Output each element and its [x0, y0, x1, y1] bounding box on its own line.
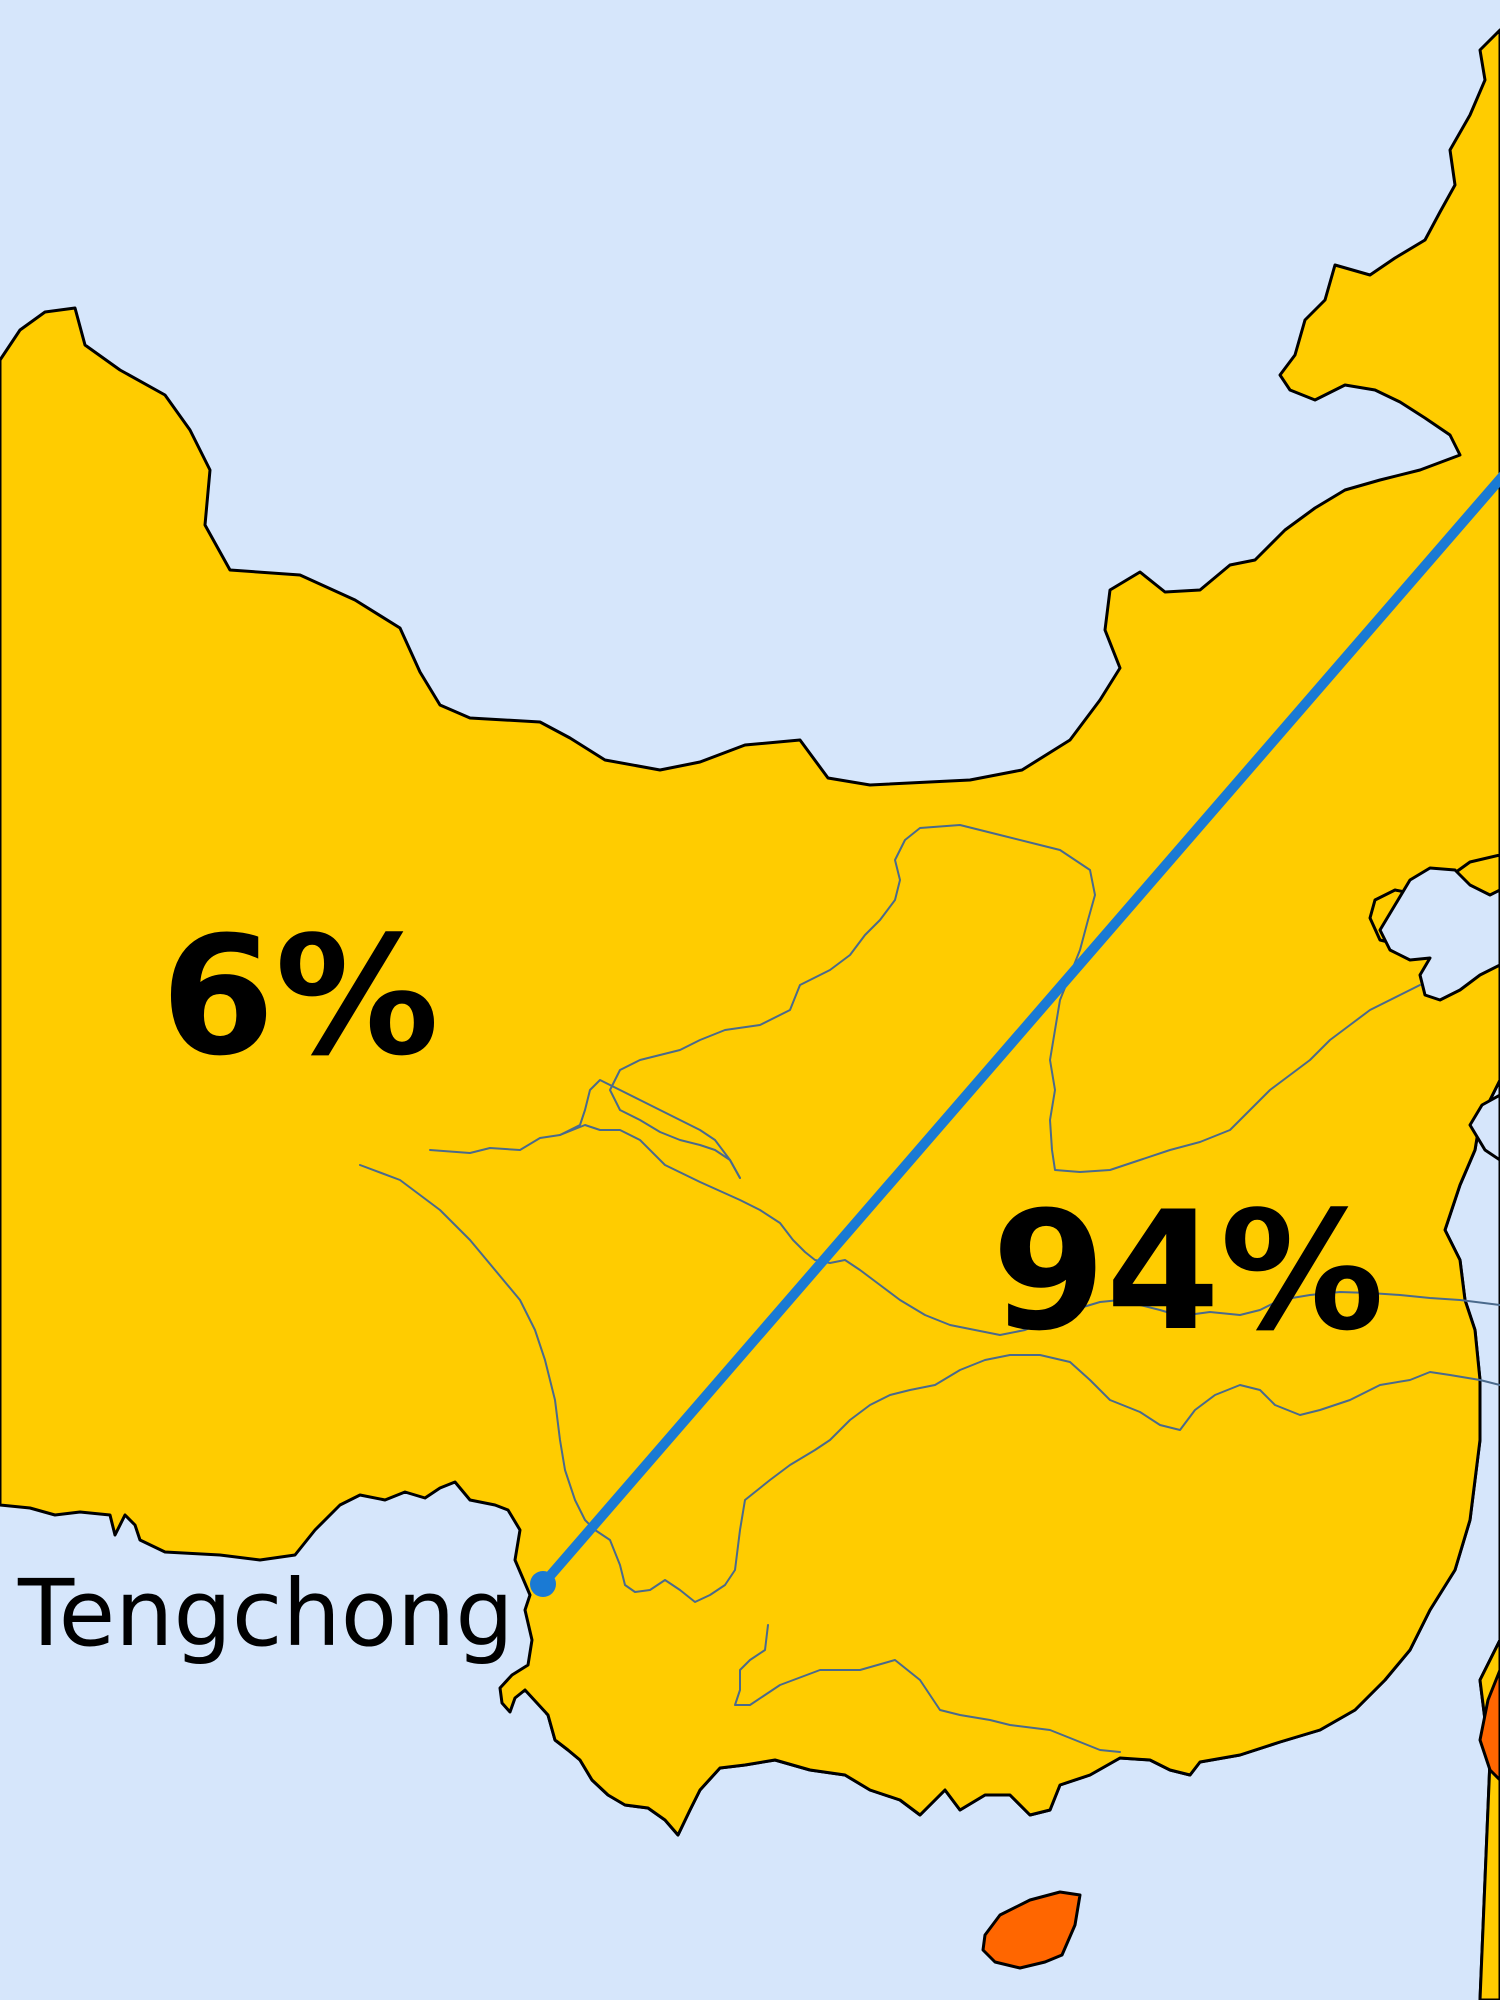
tengchong-marker [530, 1571, 556, 1597]
yellow-river-loop [559, 1079, 741, 1179]
dividing-line [539, 471, 1500, 1588]
yangtze-river [359, 1164, 1500, 1603]
yellow-river-bend [609, 824, 1421, 1179]
tengchong-label: Tengchong [17, 1560, 514, 1667]
east-share-label: 94% [992, 1176, 1385, 1367]
west-share-label: 6% [161, 901, 439, 1092]
bohai-sea [1378, 866, 1500, 1002]
yellow-river [429, 1124, 1500, 1336]
rivers [359, 824, 1500, 1753]
hainan-island [981, 1890, 1082, 1970]
pearl-river [734, 1624, 1121, 1753]
yellow-sea [1468, 1093, 1500, 1162]
taiwan-island [1478, 1668, 1500, 1782]
